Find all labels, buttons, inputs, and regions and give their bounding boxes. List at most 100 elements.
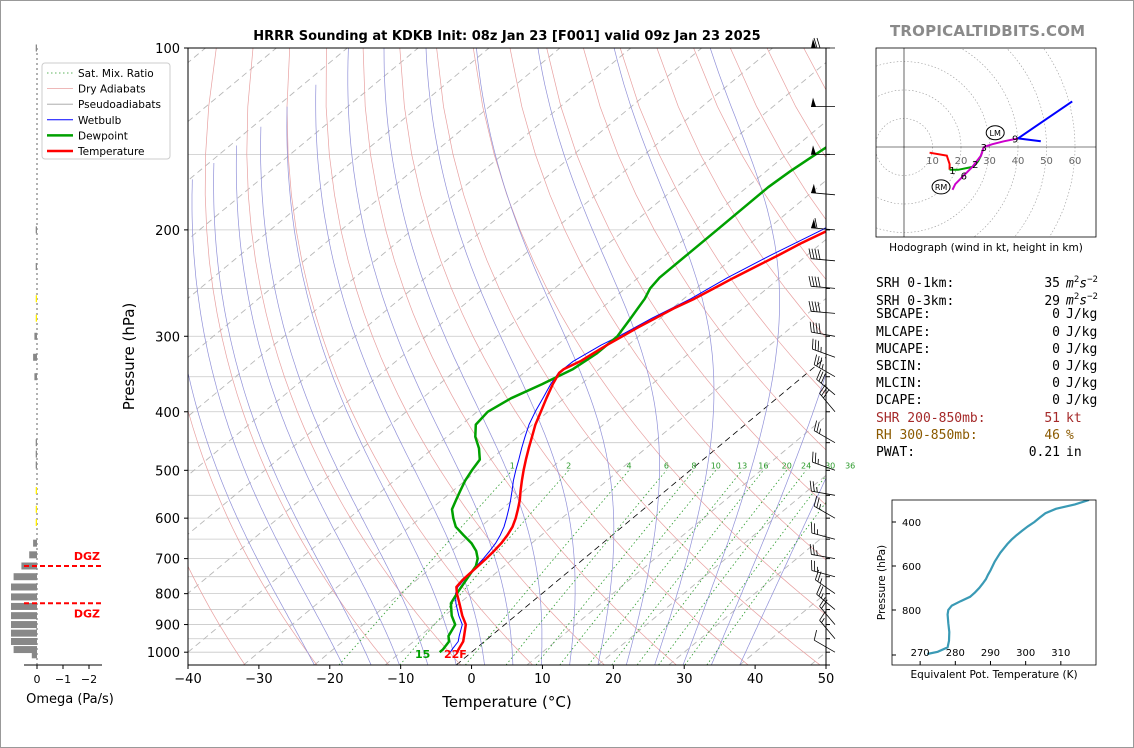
hodo-ring-label: 40 [1012, 156, 1025, 167]
x-tick-label: 50 [818, 672, 835, 687]
barb-shaft [816, 379, 836, 396]
index-label: SBCIN: [876, 358, 923, 374]
isotherm [188, 48, 561, 358]
omega-bar [11, 583, 37, 591]
wind-barb [811, 97, 835, 107]
omega-bar [31, 651, 37, 659]
omega-bar [34, 373, 37, 381]
barb-flag [811, 97, 816, 107]
pseudoadiabat [739, 477, 826, 665]
index-value: 0 [1052, 393, 1060, 409]
omega-tick-label: 0 [34, 673, 41, 686]
mixing-ratio-label: 16 [758, 461, 768, 470]
barb-full [821, 386, 828, 396]
barb-full [813, 354, 818, 365]
mixing-ratio-label: 2 [566, 461, 571, 470]
barb-shaft [815, 579, 836, 594]
pseudoadiabat [188, 371, 315, 665]
barb-half [819, 578, 823, 584]
pseudoadiabat [613, 48, 715, 665]
index-unit: J/kg [1066, 376, 1098, 392]
barb-full [817, 571, 822, 582]
index-row: DCAPE: 0 J/kg [876, 392, 1098, 409]
barb-full [816, 497, 820, 508]
theta-e-x-label: Equivalent Pot. Temperature (K) [910, 669, 1077, 681]
theta-e-x-tick-label: 310 [1051, 648, 1070, 659]
dry-adiabat [204, 48, 390, 665]
dry-adiabat [656, 48, 826, 339]
barb-shaft [814, 430, 836, 444]
wind-barb [814, 569, 836, 594]
wind-barb [811, 183, 836, 196]
pseudoadiabat [537, 48, 660, 665]
pseudoadiabat [476, 48, 615, 665]
dry-adiabat [188, 409, 318, 665]
legend-entry: Dry Adiabats [78, 84, 146, 96]
index-unit: m2s−2 [1066, 275, 1098, 292]
barb-shaft [819, 620, 836, 639]
legend-entry: Dewpoint [78, 130, 128, 142]
mixing-ratio-line [588, 470, 743, 665]
hodo-ring-label: 50 [1040, 156, 1053, 167]
hodo-caption: Hodograph (wind in kt, height in km) [889, 242, 1083, 254]
brand-watermark: TROPICALTIDBITS.COM [890, 22, 1086, 40]
barb-shaft [812, 348, 836, 358]
barb-full [817, 249, 821, 260]
barb-full [814, 452, 817, 464]
omega-bar [11, 621, 37, 629]
mixing-ratio-label: 20 [782, 461, 792, 470]
pseudoadiabat [235, 145, 400, 665]
omega-bar [13, 573, 37, 581]
mixing-ratio-line [338, 470, 513, 665]
theta-e-x-tick-label: 270 [911, 648, 930, 659]
dry-adiabat [472, 48, 826, 616]
theta-e-x-tick-label: 290 [981, 648, 1000, 659]
barb-full [808, 276, 812, 287]
dry-adiabat [619, 48, 826, 395]
index-row: MUCAPE: 0 J/kg [876, 341, 1098, 358]
omega-bar [35, 450, 37, 458]
wind-barb [812, 451, 836, 471]
dry-adiabat [509, 48, 826, 561]
barb-full [812, 322, 815, 333]
index-label: SBCAPE: [876, 307, 931, 323]
hodograph-plot: 10 20 30 40 50 60 1 23 6 9 LM RM [876, 48, 1096, 237]
barb-shaft [811, 331, 836, 337]
index-value: 0 [1052, 341, 1060, 357]
dry-adiabat [246, 48, 461, 665]
index-value: 0 [1052, 358, 1060, 374]
y-tick-label: 1000 [147, 646, 180, 661]
isotherm [455, 356, 826, 665]
barb-full [812, 451, 814, 463]
hodo-height-label: 6 [961, 172, 967, 183]
x-tick-label: 20 [605, 672, 622, 687]
x-tick-label: −20 [316, 672, 343, 687]
mixing-ratio-label: 4 [627, 461, 632, 470]
wind-barb [811, 145, 835, 155]
barb-shaft [814, 639, 836, 653]
theta-e-y-tick-label: 800 [902, 606, 921, 617]
omega-bar [35, 44, 37, 52]
y-tick-label: 200 [155, 224, 180, 239]
barb-flag [811, 145, 816, 155]
theta-e-plot [926, 500, 1090, 656]
hodo-trace [1017, 137, 1041, 143]
hodo-height-label: 9 [1012, 134, 1018, 145]
index-label: MUCAPE: [876, 341, 931, 357]
index-row: PWAT: 0.21 in [876, 444, 1098, 461]
chart-title: HRRR Sounding at KDKB Init: 08z Jan 23 [… [253, 29, 760, 44]
index-value: 29 [1044, 293, 1060, 309]
index-row: MLCAPE: 0 J/kg [876, 324, 1098, 341]
y-tick-label: 700 [155, 553, 180, 568]
barb-half [821, 364, 824, 370]
barb-flag [811, 183, 817, 194]
barb-full [818, 586, 824, 597]
barb-half [816, 550, 818, 556]
x-tick-label: 40 [747, 672, 764, 687]
omega-bar [13, 646, 37, 654]
index-unit: J/kg [1066, 358, 1098, 374]
mixing-ratio-label: 24 [801, 461, 811, 470]
barb-full [817, 301, 821, 313]
index-row: SHR 200-850mb: 51 kt [876, 410, 1098, 427]
